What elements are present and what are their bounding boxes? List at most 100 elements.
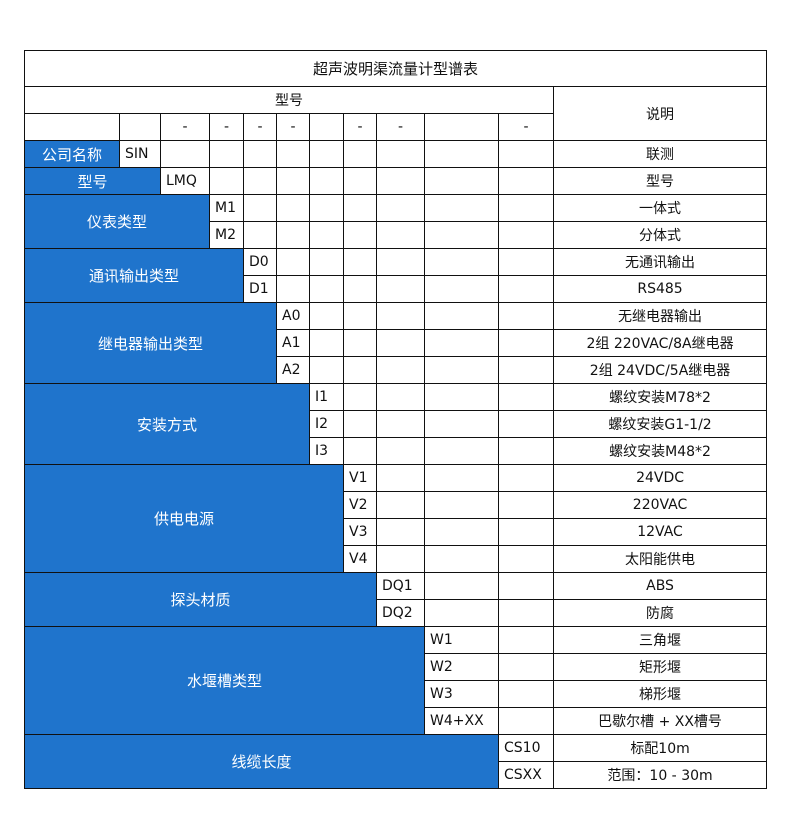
empty-cell	[498, 707, 554, 735]
table-row: A1 2组 220VAC/8A继电器	[25, 329, 768, 357]
group-label: 供电电源	[24, 464, 344, 573]
empty-cell	[343, 167, 377, 195]
option-code: I1	[309, 383, 344, 411]
empty-cell	[498, 572, 554, 600]
option-description: 联测	[552, 140, 768, 168]
group-label: 线缆长度	[24, 734, 499, 789]
option-description: 12VAC	[552, 518, 768, 546]
empty-cell	[276, 194, 310, 222]
model-spectrum-table: 超声波明渠流量计型谱表 型号 说明 ------- 公司名称 SIN 联测 型号 LMQ…	[23, 50, 768, 789]
empty-cell	[343, 275, 377, 303]
table-row: 公司名称 SIN 联测	[24, 140, 768, 168]
separator-cell: -	[376, 113, 425, 141]
option-code: DQ1	[376, 572, 425, 600]
empty-cell	[309, 275, 344, 303]
option-description: ABS	[552, 572, 768, 600]
empty-cell	[343, 329, 377, 357]
group-label: 探头材质	[24, 572, 377, 627]
separator-row: -------	[24, 113, 767, 141]
empty-cell	[243, 194, 277, 222]
option-code: D1	[243, 275, 277, 303]
empty-cell	[424, 572, 499, 600]
option-description: 三角堰	[552, 626, 768, 654]
separator-cell: -	[343, 113, 377, 141]
empty-cell	[424, 383, 499, 411]
group-label: 公司名称	[24, 140, 120, 168]
empty-cell	[498, 194, 554, 222]
empty-cell	[276, 248, 310, 276]
empty-cell	[209, 167, 244, 195]
empty-cell	[309, 194, 344, 222]
option-code: M2	[209, 221, 244, 249]
table-row: 水堰槽类型 W1 三角堰	[24, 626, 768, 735]
separator-cell: -	[243, 113, 277, 141]
empty-cell	[376, 518, 425, 546]
empty-cell	[424, 437, 499, 465]
empty-cell	[498, 329, 554, 357]
empty-cell	[309, 329, 344, 357]
empty-cell	[243, 167, 277, 195]
empty-cell	[309, 221, 344, 249]
option-description: 螺纹安装G1-1/2	[552, 410, 768, 438]
empty-cell	[424, 491, 499, 519]
empty-cell	[376, 410, 425, 438]
empty-cell	[376, 194, 425, 222]
empty-cell	[498, 491, 554, 519]
option-description: 2组 24VDC/5A继电器	[552, 356, 768, 384]
empty-cell	[424, 464, 499, 492]
separator-cell	[424, 113, 499, 141]
option-code: V3	[343, 518, 377, 546]
empty-cell	[276, 275, 310, 303]
separator-cell: -	[498, 113, 554, 141]
empty-cell	[343, 383, 377, 411]
empty-cell	[376, 464, 425, 492]
empty-cell	[424, 410, 499, 438]
empty-cell	[498, 464, 554, 492]
empty-cell	[343, 248, 377, 276]
empty-cell	[243, 221, 277, 249]
empty-cell	[424, 221, 499, 249]
option-description: 220VAC	[552, 491, 768, 519]
option-description: 一体式	[552, 194, 768, 222]
empty-cell	[424, 329, 499, 357]
option-description: 防腐	[552, 599, 768, 627]
table-row: 型号 LMQ 型号	[24, 167, 768, 195]
option-description: 2组 220VAC/8A继电器	[552, 329, 768, 357]
empty-cell	[343, 194, 377, 222]
table-row: 供电电源 V1 24VDC	[24, 464, 768, 573]
separator-cell	[24, 113, 120, 141]
empty-cell	[424, 140, 499, 168]
group-label: 型号	[24, 167, 161, 195]
table-row: D1 RS485	[25, 275, 768, 303]
empty-cell	[309, 248, 344, 276]
option-description: 螺纹安装M48*2	[552, 437, 768, 465]
option-code: V2	[343, 491, 377, 519]
option-description: 范围：10 - 30m	[552, 761, 768, 789]
option-code: W4+XX	[424, 707, 499, 735]
option-description: 无通讯输出	[552, 248, 768, 276]
option-code: W2	[424, 653, 499, 681]
option-code: A0	[276, 302, 310, 330]
empty-cell	[498, 545, 554, 573]
group-label: 水堰槽类型	[24, 626, 425, 735]
option-description: 标配10m	[552, 734, 768, 762]
separator-cell	[119, 113, 161, 141]
group-label: 仪表类型	[24, 194, 210, 249]
option-code: SIN	[119, 140, 161, 168]
empty-cell	[376, 302, 425, 330]
table-row: V4 太阳能供电	[25, 545, 768, 573]
empty-cell	[376, 383, 425, 411]
empty-cell	[309, 356, 344, 384]
table-row: CSXX 范围：10 - 30m	[25, 761, 768, 789]
separator-cell: -	[209, 113, 244, 141]
empty-cell	[309, 302, 344, 330]
empty-cell	[424, 302, 499, 330]
empty-cell	[309, 140, 344, 168]
option-code: A2	[276, 356, 310, 384]
empty-cell	[376, 356, 425, 384]
option-description: 矩形堰	[552, 653, 768, 681]
empty-cell	[376, 221, 425, 249]
empty-cell	[376, 329, 425, 357]
option-description: 分体式	[552, 221, 768, 249]
option-description: 24VDC	[552, 464, 768, 492]
